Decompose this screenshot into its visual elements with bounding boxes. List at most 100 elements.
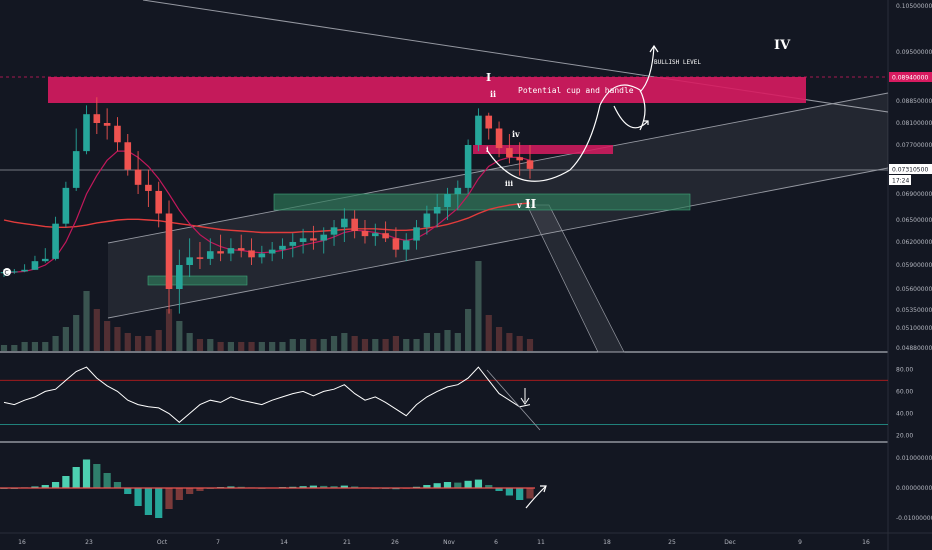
volume-bar	[526, 339, 534, 351]
macd-bar	[309, 485, 318, 488]
candle-body	[444, 194, 451, 207]
volume-bar	[186, 333, 193, 351]
candle-body	[279, 245, 286, 250]
handle-arrowhead	[644, 120, 649, 125]
candle-body	[516, 157, 523, 161]
candle-body	[310, 238, 317, 241]
bullish-level-annotation[interactable]: BULLISH LEVEL	[654, 59, 701, 66]
volume-bar	[485, 315, 492, 351]
handle-arrow-curve[interactable]	[613, 105, 649, 129]
channel-lower-line[interactable]	[107, 167, 889, 319]
main-price-pane[interactable]: Potential cup and handle BULLISH LEVEL I…	[0, 0, 889, 353]
wave-label[interactable]: ii	[490, 89, 496, 99]
countdown-label: 17:24	[892, 178, 909, 185]
volume-bar	[42, 342, 49, 351]
rsi-down-arrow-icon	[520, 397, 530, 405]
candle-body	[506, 148, 513, 158]
wave-label[interactable]: iii	[505, 179, 513, 188]
candle-body	[248, 250, 255, 258]
wave-label[interactable]: iv	[512, 129, 520, 139]
volume-bar	[279, 342, 286, 351]
volume-bar	[495, 327, 503, 351]
candle-body	[464, 145, 472, 188]
current-price-label: 0.07310500	[892, 167, 928, 174]
volume-bar	[248, 342, 255, 351]
candle-body	[392, 238, 400, 250]
wave-label[interactable]: I	[486, 71, 491, 84]
volume-bar	[52, 336, 59, 351]
time-tick-label: 21	[343, 539, 351, 546]
fast-moving-average	[3, 150, 531, 274]
candle-body	[454, 187, 462, 194]
time-tick-label: 11	[537, 539, 545, 546]
time-tick-label: 25	[668, 539, 676, 546]
candle-body	[114, 125, 121, 143]
candle-body	[11, 271, 18, 273]
demand-zone[interactable]	[273, 193, 691, 211]
price-axis[interactable]: 0.10500000 0.09500000 0.08850000 0.08100000…	[896, 3, 932, 352]
cup-projection-curve[interactable]	[486, 104, 601, 182]
candle-body	[134, 169, 142, 185]
wave-label[interactable]: v	[516, 200, 522, 210]
volume-bar	[196, 339, 204, 351]
macd-bar	[196, 488, 204, 491]
time-tick-label: 9	[798, 539, 802, 546]
candle-body	[341, 218, 348, 228]
time-tick-label: 14	[280, 539, 288, 546]
channel-upper-line[interactable]	[107, 92, 889, 244]
volume-bar	[454, 333, 461, 351]
volume-bar	[506, 333, 513, 351]
price-tick-label: 0.06500000	[896, 217, 932, 224]
lower-demand-zone[interactable]	[147, 275, 248, 286]
candle-body	[176, 265, 183, 289]
volume-bar	[310, 339, 317, 351]
candle-body	[299, 238, 307, 242]
price-tick-label: 0.08100000	[896, 120, 932, 127]
resistance-zone[interactable]	[48, 77, 806, 103]
macd-bar	[495, 488, 503, 491]
volume-bar	[269, 342, 276, 351]
price-tick-label: 0.05100000	[896, 325, 932, 332]
rsi-axis: 80.00 60.00 40.00 20.00	[896, 366, 913, 439]
volume-bar	[104, 321, 111, 351]
rsi-pane[interactable]: 80.00 60.00 40.00 20.00	[0, 366, 913, 440]
macd-bar	[526, 488, 534, 499]
candle-body	[330, 227, 338, 235]
macd-pane[interactable]: 0.01000000 0.00000000 -0.01000000	[0, 455, 932, 522]
bullish-arrow-curve[interactable]	[639, 45, 655, 93]
macd-bar	[155, 488, 163, 518]
minor-resistance-zone[interactable]	[473, 145, 613, 154]
rsi-trendline[interactable]	[486, 369, 541, 431]
volume-bar	[300, 339, 307, 351]
volume-bar	[258, 342, 265, 351]
macd-arrow-curve[interactable]	[525, 485, 547, 509]
macd-bar	[330, 486, 338, 488]
candle-body	[402, 240, 410, 250]
macd-bar	[41, 485, 49, 488]
macd-bar	[144, 488, 153, 515]
volume-bar	[444, 330, 451, 351]
wave-label[interactable]: i	[486, 145, 489, 154]
candles	[0, 97, 534, 314]
time-axis[interactable]: 16 23 Oct 7 14 21 26 Nov 6 11 18 25 Dec 9 16	[18, 539, 870, 546]
volume-bar	[475, 261, 482, 351]
volume-bar	[0, 345, 8, 351]
macd-tick-label: -0.01000000	[896, 515, 932, 522]
cup-and-handle-annotation[interactable]: Potential cup and handle	[518, 86, 634, 95]
volume-bar	[11, 345, 18, 351]
candle-body	[155, 190, 163, 214]
handle-projection-curve[interactable]	[599, 84, 646, 131]
macd-bar	[51, 482, 60, 488]
candle-body	[145, 184, 152, 191]
macd-bar	[72, 467, 80, 488]
candle-body	[433, 207, 441, 214]
wave-label[interactable]: II	[525, 197, 537, 211]
candle-body	[217, 251, 224, 254]
volume-bar	[134, 336, 142, 351]
candle-body	[475, 115, 482, 145]
chart-marker-icon[interactable]	[3, 268, 11, 276]
time-tick-label: Dec	[724, 539, 736, 546]
time-tick-label: 18	[603, 539, 611, 546]
rsi-tick-label: 60.00	[896, 388, 913, 395]
wave-label[interactable]: IV	[774, 38, 791, 53]
